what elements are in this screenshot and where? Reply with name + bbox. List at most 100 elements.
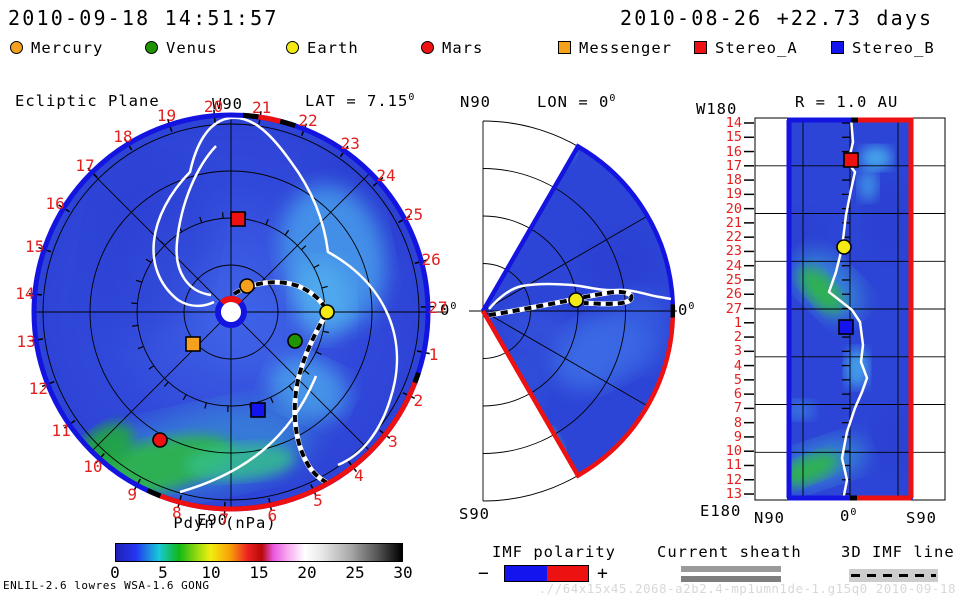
colorbar-tick-label: 25 — [345, 563, 365, 582]
colorbar-tick-label: 10 — [201, 563, 221, 582]
colorbar-tick-label: 30 — [393, 563, 413, 582]
latlon-e180-label: E180 — [700, 502, 742, 520]
latlon-day-label: 9 — [733, 428, 742, 445]
au-circle-tick — [221, 212, 224, 219]
mars-marker — [152, 432, 168, 448]
meridional-title: LON = 00 — [537, 93, 616, 112]
ecliptic-day-label: 27 — [428, 297, 448, 317]
meridional-s90-label: S90 — [459, 505, 490, 523]
stereo_a-legend-marker — [694, 41, 707, 54]
colorbar — [115, 543, 403, 562]
ecliptic-day-label: 18 — [113, 126, 133, 146]
latlon-day-label: 20 — [725, 200, 742, 217]
stereo-a-marker-latlon — [843, 152, 859, 168]
current-sheet-contours — [152, 116, 399, 494]
ecliptic-day-label: 23 — [340, 133, 360, 153]
latlon-day-label: 2 — [733, 329, 742, 346]
imf-negative-swatch — [505, 566, 547, 581]
stereo_b-legend-marker — [831, 41, 844, 54]
au-circle-tick — [284, 229, 290, 236]
latlon-day-label: 19 — [725, 186, 742, 203]
ecliptic-day-label: 22 — [298, 110, 318, 130]
stereo-b-marker-latlon — [838, 319, 854, 335]
ecliptic-plot — [28, 109, 447, 515]
ecliptic-day-label: 17 — [75, 156, 95, 176]
au-circle-tick — [313, 264, 320, 269]
legend-item-stereo_a: Stereo_A — [694, 39, 824, 57]
latlon-zero-label: 00 — [840, 507, 857, 526]
ecliptic-day-label: 4 — [354, 465, 364, 485]
current-sheath-swatch-top — [681, 566, 781, 572]
au-circle-tick — [204, 402, 207, 409]
latlon-day-label: 23 — [725, 243, 742, 260]
au-circle-tick — [321, 285, 328, 289]
ecliptic-title: Ecliptic Plane — [15, 92, 160, 110]
latlon-w180-label: W180 — [696, 100, 738, 118]
latlon-day-label: 11 — [725, 457, 742, 474]
imf-plus-label: + — [597, 563, 609, 584]
earth-marker-latlon — [836, 239, 852, 255]
earth-marker-meridional — [568, 292, 584, 308]
ecliptic-day-label: 15 — [25, 237, 45, 257]
ecliptic-day-label: 14 — [15, 284, 35, 304]
latlon-n90-label: N90 — [754, 509, 785, 527]
sun-marker — [215, 296, 247, 328]
stereo-a-marker — [230, 211, 246, 227]
au-circle-tick — [269, 397, 274, 404]
timestamp-current: 2010-09-18 14:51:57 — [8, 6, 279, 30]
legend-item-venus: Venus — [145, 39, 275, 57]
legend-item-mercury: Mercury — [10, 39, 140, 57]
legend-item-earth: Earth — [286, 39, 416, 57]
au-circle-tick — [160, 240, 166, 246]
ecliptic-w90-label: W90 — [212, 95, 243, 113]
imf-minus-label: − — [478, 563, 490, 584]
ecliptic-day-label: 1 — [428, 345, 439, 365]
ecliptic-lat-label: LAT = 7.150 — [305, 92, 415, 111]
latlon-boundary — [786, 117, 914, 501]
latlon-day-label: 18 — [725, 172, 742, 189]
latlon-day-label: 17 — [725, 157, 742, 174]
run-id-label: .//64x15x45.2068-a2b2.4-mp1umn1de-1.g15q… — [538, 581, 956, 596]
meridional-n90-label: N90 — [460, 93, 491, 111]
ecliptic-day-label: 2 — [413, 391, 424, 411]
au-circle-tick — [265, 218, 269, 225]
au-circle-tick — [301, 245, 307, 251]
ecliptic-day-label: 20 — [203, 96, 224, 116]
colorbar-tick-label: 20 — [297, 563, 317, 582]
latlon-day-label: 10 — [725, 443, 742, 460]
latlon-day-label: 12 — [725, 471, 742, 488]
legend-item-mars: Mars — [421, 39, 551, 57]
au-circle-tick — [304, 370, 310, 375]
ecliptic-day-label: 25 — [403, 205, 424, 225]
ecliptic-day-label: 26 — [421, 250, 441, 269]
legend-label: Stereo_B — [852, 39, 935, 57]
au-circle-tick — [163, 381, 169, 387]
ecliptic-day-label: 9 — [127, 484, 138, 504]
legend-label: Mercury — [31, 39, 104, 57]
imf-line-swatch — [849, 569, 938, 582]
ecliptic-day-label: 13 — [16, 332, 36, 352]
meridional-zero-label: 00 — [678, 301, 695, 320]
legend-label: Stereo_A — [715, 39, 798, 57]
venus-marker — [287, 333, 303, 349]
ecliptic-day-label: 11 — [51, 421, 71, 441]
imf-positive-swatch — [546, 566, 588, 581]
ecliptic-day-label: 21 — [251, 98, 272, 118]
ecliptic-day-label: 24 — [376, 165, 396, 185]
latlon-day-label: 5 — [733, 371, 742, 388]
current-sheath-title: Current sheath — [657, 543, 802, 561]
au-circle-tick — [145, 258, 152, 263]
current-sheath-swatch-bottom — [681, 576, 781, 582]
earth-marker — [319, 304, 335, 320]
mercury-marker — [239, 278, 255, 294]
latlon-day-label: 15 — [725, 129, 742, 146]
au-circle-tick — [135, 279, 143, 283]
au-circle-tick — [288, 385, 294, 391]
current-sheet-meridional — [488, 282, 672, 310]
legend-label: Earth — [307, 39, 359, 57]
ecliptic-boundary — [31, 112, 431, 512]
ecliptic-day-label: 19 — [156, 106, 177, 126]
latlon-day-label: 24 — [725, 257, 742, 274]
